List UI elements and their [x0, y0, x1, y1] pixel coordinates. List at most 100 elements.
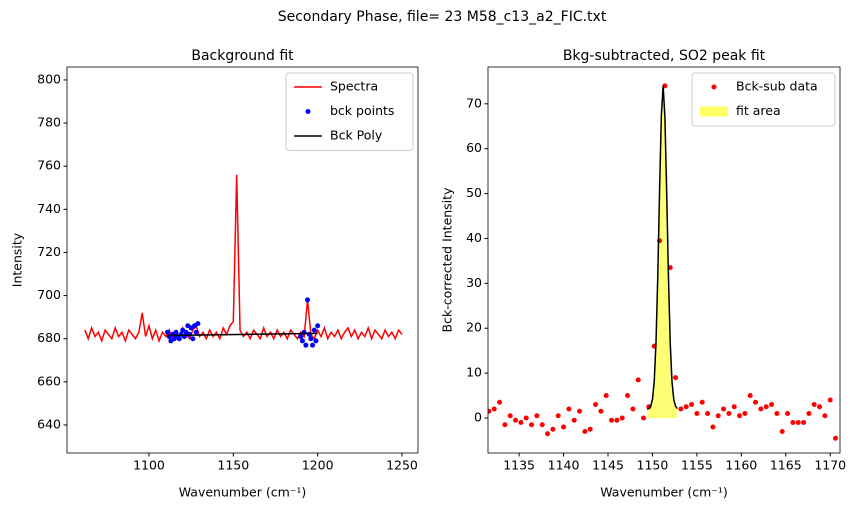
point	[534, 413, 540, 419]
point	[753, 399, 759, 405]
point	[705, 411, 711, 417]
axes-frame	[487, 66, 841, 454]
point	[811, 402, 817, 408]
point	[529, 422, 535, 428]
legend-label: fit area	[736, 103, 781, 118]
point	[313, 338, 319, 344]
line	[167, 332, 318, 337]
point	[311, 327, 317, 333]
legend-box	[285, 72, 414, 151]
y-tick-label: 10	[466, 365, 482, 380]
point	[176, 336, 182, 342]
point	[673, 375, 679, 381]
axes-title: Background fit	[191, 48, 294, 64]
y-tick-label: 780	[37, 115, 61, 130]
legend-swatch	[305, 109, 311, 114]
point	[310, 342, 316, 348]
point	[694, 411, 700, 417]
y-tick-label: 740	[37, 201, 61, 216]
point	[513, 417, 519, 423]
point	[785, 411, 791, 417]
point	[774, 411, 780, 417]
legend-swatch	[711, 84, 717, 90]
point	[641, 415, 647, 421]
point	[497, 399, 503, 405]
x-axis-label: Wavenumber (cm⁻¹)	[600, 485, 727, 500]
axes-title: Bkg-subtracted, SO2 peak fit	[563, 48, 766, 64]
legend-label: Spectra	[330, 79, 378, 94]
x-tick-label: 1145	[592, 458, 624, 473]
point	[689, 402, 695, 408]
point	[306, 331, 312, 337]
x-tick-label: 1150	[217, 458, 249, 473]
y-tick-label: 50	[466, 185, 482, 200]
x-tick-label: 1200	[302, 458, 334, 473]
y-tick-label: 720	[37, 244, 61, 259]
point	[555, 413, 561, 419]
point	[758, 406, 764, 412]
point	[165, 329, 171, 335]
point	[614, 417, 620, 423]
x-tick-label: 1250	[386, 458, 418, 473]
y-tick-label: 660	[37, 373, 61, 388]
point	[561, 424, 567, 430]
point	[827, 397, 833, 403]
x-tick-label: 1135	[503, 458, 535, 473]
point	[173, 329, 179, 335]
point	[582, 428, 588, 434]
point	[795, 419, 801, 425]
y-tick-label: 20	[466, 320, 482, 335]
y-tick-label: 70	[466, 95, 482, 110]
point	[731, 404, 737, 410]
x-tick-label: 1165	[770, 458, 802, 473]
point	[715, 413, 721, 419]
point	[488, 408, 492, 414]
point	[619, 415, 625, 421]
point	[550, 426, 556, 432]
point	[303, 342, 309, 348]
y-tick-label: 40	[466, 230, 482, 245]
figure-title: Secondary Phase, file= 23 M58_c13_a2_FIC…	[278, 9, 607, 25]
point	[822, 413, 828, 419]
y-tick-label: 680	[37, 330, 61, 345]
x-tick-label: 1150	[637, 458, 669, 473]
y-tick-label: 640	[37, 416, 61, 431]
point	[523, 415, 529, 421]
point	[298, 334, 304, 340]
point	[710, 424, 716, 430]
legend-label: Bck-sub data	[736, 79, 818, 94]
y-axis-label: Bck-corrected Intensity	[440, 187, 455, 333]
point	[598, 408, 604, 414]
y-axis-label: Intensity	[10, 232, 25, 287]
x-axis-label: Wavenumber (cm⁻¹)	[179, 485, 306, 500]
point	[721, 406, 727, 412]
point	[566, 406, 572, 412]
point	[587, 426, 593, 432]
point	[315, 323, 321, 329]
area	[647, 85, 678, 418]
legend-swatch	[700, 106, 728, 117]
point	[603, 393, 609, 399]
point	[195, 321, 201, 327]
point	[308, 336, 314, 342]
x-tick-label: 1160	[725, 458, 757, 473]
point	[190, 336, 196, 342]
point	[518, 419, 524, 425]
point	[635, 377, 641, 383]
point	[299, 338, 305, 344]
point	[769, 402, 775, 408]
legend-label: bck points	[330, 103, 394, 118]
x-tick-label: 1140	[548, 458, 580, 473]
point	[193, 329, 199, 335]
y-tick-label: 700	[37, 287, 61, 302]
x-tick-label: 1155	[681, 458, 713, 473]
legend-label: Bck Poly	[330, 128, 383, 143]
point	[763, 404, 769, 410]
point	[806, 411, 812, 417]
point	[609, 417, 615, 423]
point	[539, 422, 545, 428]
point	[305, 297, 311, 303]
x-tick-label: 1100	[133, 458, 165, 473]
point	[571, 417, 577, 423]
point	[779, 428, 785, 434]
